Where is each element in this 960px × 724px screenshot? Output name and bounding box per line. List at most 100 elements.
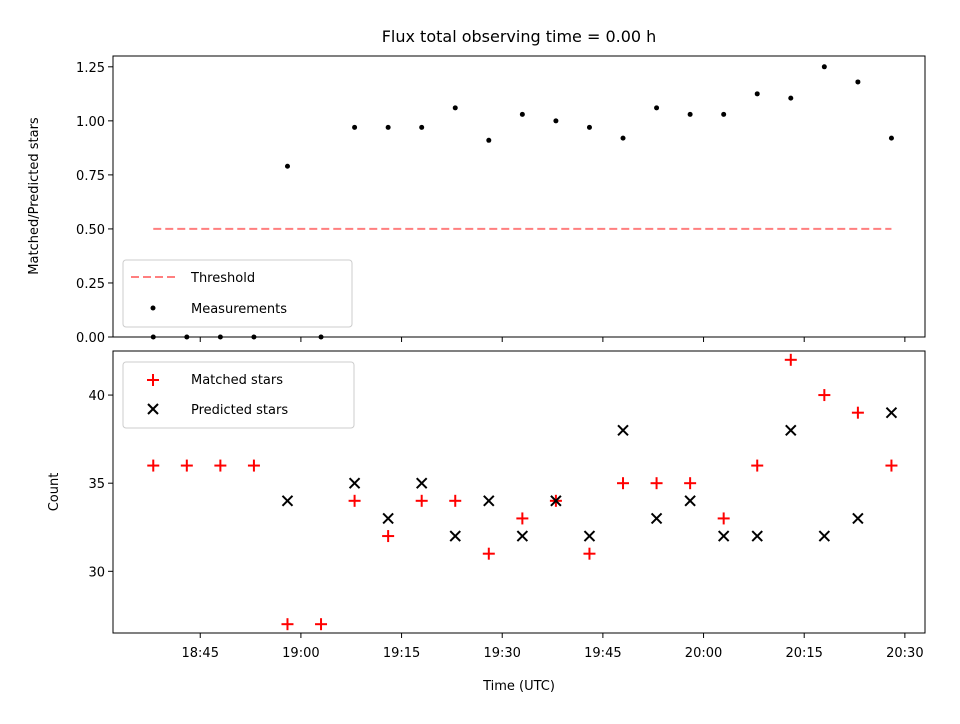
matched-star-point [247, 459, 260, 472]
count-x-tick-label: 20:30 [886, 646, 923, 661]
matched-star-point [583, 547, 596, 560]
ratio-x-ticks [199, 337, 906, 342]
count-x-tick-label: 18:45 [182, 646, 219, 661]
matched-star-point [281, 618, 294, 631]
measurement-point [419, 124, 425, 130]
matched-star-point [348, 494, 361, 507]
measurement-point [519, 111, 525, 117]
ratio-panel: 0.00 0.25 0.50 0.75 1.00 1.25 Matched/Predict… [27, 55, 926, 346]
count-y-tick-label: 30 [88, 565, 105, 580]
matched-star-point [180, 459, 193, 472]
predicted-star-point [415, 477, 428, 489]
count-legend: Matched stars Predicted stars [122, 361, 355, 429]
count-legend-box [122, 361, 355, 429]
predicted-star-point [717, 530, 730, 542]
measurement-point [654, 105, 660, 111]
measurement-point [352, 124, 358, 130]
count-x-tick-label: 19:15 [383, 646, 420, 661]
ratio-y-tick-label: 1.25 [76, 61, 105, 76]
matched-star-point [214, 459, 227, 472]
matched-star-point [382, 530, 395, 543]
predicted-star-point [617, 424, 629, 437]
ratio-marks [150, 64, 894, 340]
ratio-y-tick-label: 0.75 [76, 169, 105, 184]
predicted-star-point [885, 406, 898, 419]
predicted-star-point [818, 530, 831, 542]
predicted-star-point [785, 424, 797, 437]
count-panel-frame [112, 350, 926, 634]
ratio-panel-frame [112, 55, 926, 338]
predicted-star-point [281, 495, 294, 507]
measurement-point [754, 91, 760, 97]
measurement-point [452, 105, 458, 111]
count-x-tick-label: 20:15 [785, 646, 822, 661]
matched-star-point [449, 494, 462, 507]
ratio-y-axis-label: Matched/Predicted stars [27, 117, 42, 275]
predicted-star-point [583, 530, 596, 542]
matched-star-point [147, 459, 160, 472]
ratio-y-tick-label: 0.50 [76, 223, 105, 238]
count-marks [147, 353, 898, 631]
count-panel: 30 35 40 18:45 19:00 19:15 19:30 19:45 20:00 20:… [47, 350, 926, 694]
measurement-point [788, 95, 794, 101]
predicted-star-point [449, 530, 461, 542]
matched-star-point [415, 494, 428, 507]
ratio-legend: Threshold Measurements [122, 259, 353, 328]
ratio-legend-box [122, 259, 353, 328]
measurement-point [184, 334, 190, 340]
measurement-point [385, 124, 391, 130]
matched-star-point [717, 512, 730, 525]
count-x-axis: 18:45 19:00 19:15 19:30 19:45 20:00 20:15 20:30 [182, 633, 924, 661]
predicted-star-point [684, 495, 696, 507]
count-x-tick-label: 19:45 [584, 646, 621, 661]
measurement-point [251, 334, 257, 340]
measurement-point [217, 334, 223, 340]
measurement-point [553, 118, 559, 124]
matched-star-point [650, 477, 663, 490]
ratio-y-axis: 0.00 0.25 0.50 0.75 1.00 1.25 [76, 61, 113, 346]
count-x-tick-label: 19:30 [483, 646, 520, 661]
matched-star-point [818, 389, 831, 402]
legend-threshold-label: Threshold [190, 271, 255, 286]
ratio-y-tick-label: 0.25 [76, 277, 105, 292]
legend-measurements-swatch [150, 305, 156, 311]
measurement-point [721, 111, 727, 117]
predicted-star-point [650, 512, 663, 525]
measurement-point [855, 79, 861, 85]
matched-star-point [684, 477, 697, 490]
matched-star-point [851, 406, 864, 419]
measurement-point [486, 137, 492, 143]
legend-matched-swatch [147, 374, 159, 386]
count-y-axis: 30 35 40 [88, 389, 113, 580]
predicted-star-point [382, 512, 394, 525]
count-x-tick-label: 19:00 [282, 646, 319, 661]
chart-title: Flux total observing time = 0.00 h [382, 27, 657, 46]
measurement-point [284, 163, 290, 169]
measurement-point [821, 64, 827, 70]
measurement-point [150, 334, 156, 340]
measurement-point [620, 135, 626, 141]
measurement-point [888, 135, 894, 141]
count-y-tick-label: 40 [88, 389, 105, 404]
matched-star-point [482, 547, 495, 560]
legend-predicted-label: Predicted stars [191, 403, 288, 418]
matched-star-point [784, 353, 797, 366]
measurement-point [687, 111, 693, 117]
predicted-star-point [550, 495, 562, 507]
ratio-y-tick-label: 0.00 [76, 331, 105, 346]
matched-star-point [516, 512, 529, 525]
legend-matched-label: Matched stars [191, 373, 283, 388]
matched-star-point [885, 459, 898, 472]
matched-star-point [617, 477, 630, 490]
predicted-star-point [852, 512, 864, 525]
legend-measurements-label: Measurements [191, 302, 287, 317]
count-y-tick-label: 35 [88, 477, 105, 492]
legend-predicted-swatch [147, 403, 159, 415]
matched-star-point [751, 459, 764, 472]
x-axis-label: Time (UTC) [482, 679, 555, 694]
predicted-star-point [483, 495, 495, 507]
predicted-star-point [516, 530, 529, 542]
matched-star-point [315, 618, 328, 631]
